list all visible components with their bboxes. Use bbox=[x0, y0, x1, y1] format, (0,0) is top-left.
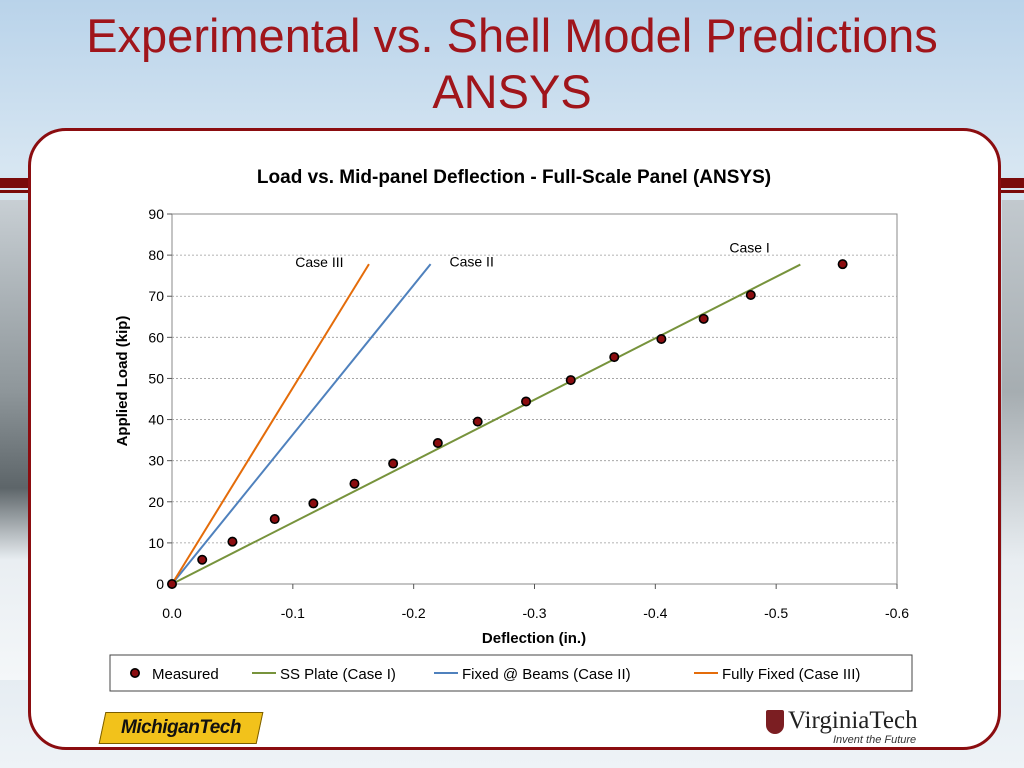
case-annotation: Case I bbox=[729, 240, 769, 256]
data-point bbox=[521, 396, 532, 407]
virginia-tech-name: VirginiaTech bbox=[788, 707, 918, 734]
virginia-tech-tagline: Invent the Future bbox=[833, 734, 917, 746]
legend-marker bbox=[130, 667, 141, 678]
y-tick-label: 80 bbox=[148, 247, 164, 263]
y-tick-label: 30 bbox=[148, 453, 164, 469]
x-tick-label: -0.2 bbox=[402, 605, 426, 621]
case-annotation: Case III bbox=[295, 254, 343, 270]
x-tick-label: -0.6 bbox=[885, 605, 909, 621]
x-axis-label: Deflection (in.) bbox=[482, 630, 586, 647]
series-line bbox=[171, 263, 801, 585]
chart-title: Load vs. Mid-panel Deflection - Full-Sca… bbox=[257, 167, 771, 188]
x-tick-label: -0.4 bbox=[643, 605, 667, 621]
legend-label: Measured bbox=[152, 666, 219, 683]
data-point bbox=[308, 498, 319, 509]
y-tick-label: 10 bbox=[148, 535, 164, 551]
background-scene-right bbox=[1002, 200, 1024, 680]
y-tick-label: 60 bbox=[148, 329, 164, 345]
data-point bbox=[837, 259, 848, 270]
x-tick-label: -0.1 bbox=[281, 605, 305, 621]
legend-label: Fully Fixed (Case III) bbox=[722, 666, 860, 683]
y-tick-label: 90 bbox=[148, 206, 164, 222]
legend-label: SS Plate (Case I) bbox=[280, 666, 396, 683]
data-point bbox=[565, 375, 576, 386]
y-tick-label: 40 bbox=[148, 412, 164, 428]
data-point bbox=[388, 458, 399, 469]
slide-title-line1: Experimental vs. Shell Model Predictions bbox=[86, 9, 938, 62]
data-point bbox=[197, 554, 208, 565]
data-point bbox=[432, 437, 443, 448]
data-point bbox=[698, 313, 709, 324]
michigan-tech-logo-text: MichiganTech bbox=[121, 717, 241, 738]
x-tick-label: -0.3 bbox=[522, 605, 546, 621]
michigan-tech-logo: MichiganTech bbox=[98, 712, 264, 744]
x-tick-label: -0.5 bbox=[764, 605, 788, 621]
y-tick-label: 0 bbox=[156, 576, 164, 592]
data-point bbox=[167, 578, 178, 589]
virginia-tech-logo: VirginiaTech Invent the Future bbox=[766, 707, 926, 748]
data-point bbox=[349, 478, 360, 489]
legend: Measured SS Plate (Case I) Fixed @ Beams (… bbox=[109, 654, 913, 692]
y-tick-label: 70 bbox=[148, 288, 164, 304]
plot-area: 0 10 20 30 40 50 60 70 80 90 0.0 -0.1 -0.2 -0.3 -0.4 -0… bbox=[148, 206, 909, 621]
series-line bbox=[171, 263, 432, 585]
data-point bbox=[745, 289, 756, 300]
case-annotation: Case II bbox=[449, 254, 493, 270]
data-point bbox=[656, 333, 667, 344]
y-axis-label: Applied Load (kip) bbox=[114, 316, 131, 447]
vt-shield-icon bbox=[766, 710, 784, 734]
data-point bbox=[227, 536, 238, 547]
legend-box bbox=[109, 654, 913, 692]
slide-title: Experimental vs. Shell Model Predictions… bbox=[0, 8, 1024, 120]
legend-label: Fixed @ Beams (Case II) bbox=[462, 666, 631, 683]
slide-title-line2: ANSYS bbox=[432, 65, 592, 118]
x-tick-label: 0.0 bbox=[162, 605, 182, 621]
data-point bbox=[472, 416, 483, 427]
y-tick-label: 50 bbox=[148, 370, 164, 386]
data-point bbox=[269, 514, 280, 525]
series-line bbox=[171, 263, 370, 585]
y-tick-label: 20 bbox=[148, 494, 164, 510]
data-point bbox=[609, 352, 620, 363]
